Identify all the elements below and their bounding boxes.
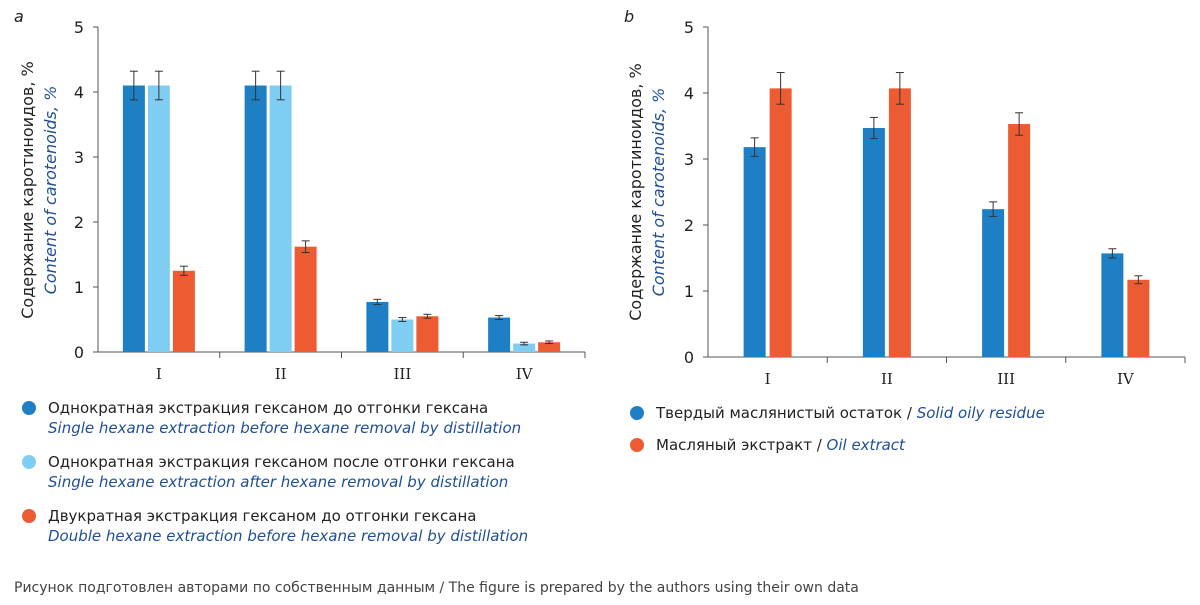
bar bbox=[416, 316, 439, 352]
y-tick-label: 5 bbox=[74, 18, 84, 37]
bar bbox=[1101, 253, 1124, 357]
legend-item-b-1: Масляный экстракт / Oil extract bbox=[630, 435, 1190, 455]
legend-marker bbox=[22, 401, 36, 415]
x-tick-label: III bbox=[393, 365, 411, 383]
bar bbox=[1127, 279, 1150, 357]
x-tick-label: I bbox=[156, 365, 162, 383]
y-tick-label: 4 bbox=[74, 83, 84, 102]
legend-label-en: Double hexane extraction before hexane r… bbox=[48, 527, 529, 545]
legend-marker bbox=[630, 406, 644, 420]
bar bbox=[294, 246, 317, 352]
legend-label-ru: Твердый маслянистый остаток bbox=[656, 404, 903, 422]
y-tick-label: 3 bbox=[74, 148, 84, 167]
bar bbox=[538, 342, 561, 352]
y-tick-label: 0 bbox=[684, 348, 694, 367]
legend-label-en: Single hexane extraction after hexane re… bbox=[48, 473, 509, 491]
bar bbox=[888, 88, 911, 357]
bar bbox=[862, 127, 885, 357]
legend-label-en: Oil extract bbox=[826, 436, 905, 454]
x-tick-label: II bbox=[275, 365, 287, 383]
chart-panel-a: a Содержание каротиноидов, % Content of … bbox=[14, 7, 586, 383]
bar bbox=[488, 317, 511, 352]
bar bbox=[391, 319, 414, 352]
legend-label-ru: Двукратная экстракция гексаном до отгонк… bbox=[48, 507, 477, 525]
bar bbox=[1008, 124, 1031, 358]
x-tick-label: IV bbox=[1117, 370, 1135, 388]
y-tick-label: 2 bbox=[684, 216, 694, 235]
legend-item-a-1: Однократная экстракция гексаном после от… bbox=[22, 452, 602, 492]
x-tick-label: II bbox=[881, 370, 893, 388]
legend-marker bbox=[630, 438, 644, 452]
bar bbox=[269, 85, 292, 352]
y-tick-label: 3 bbox=[684, 150, 694, 169]
bar bbox=[769, 88, 792, 357]
bar bbox=[513, 343, 536, 352]
legend-label-ru: Однократная экстракция гексаном до отгон… bbox=[48, 399, 489, 417]
bar bbox=[366, 301, 389, 352]
y-axis-label-ru-a: Содержание каротиноидов, % bbox=[18, 61, 37, 318]
legend-a: Однократная экстракция гексаном до отгон… bbox=[22, 398, 602, 560]
panel-letter-a: a bbox=[14, 7, 24, 26]
panel-letter-b: b bbox=[624, 7, 634, 26]
y-tick-label: 4 bbox=[684, 84, 694, 103]
legend-label-ru: Масляный экстракт bbox=[656, 436, 812, 454]
chart-panel-b: b Содержание каротиноидов, % Content of … bbox=[624, 7, 1186, 388]
y-tick-label: 1 bbox=[74, 278, 84, 297]
legend-marker bbox=[22, 509, 36, 523]
legend-label-en: Single hexane extraction before hexane r… bbox=[48, 419, 522, 437]
bar bbox=[172, 270, 195, 352]
y-tick-label: 5 bbox=[684, 18, 694, 37]
x-tick-label: I bbox=[765, 370, 771, 388]
y-axis-label-ru-b: Содержание каротиноидов, % bbox=[626, 63, 645, 320]
y-tick-label: 2 bbox=[74, 213, 84, 232]
legend-item-b-0: Твердый маслянистый остаток / Solid oily… bbox=[630, 403, 1190, 423]
legend-item-a-0: Однократная экстракция гексаном до отгон… bbox=[22, 398, 602, 438]
x-tick-label: III bbox=[997, 370, 1015, 388]
legend-marker bbox=[22, 455, 36, 469]
y-axis-label-en-a: Content of carotenoids, % bbox=[41, 86, 60, 295]
bar bbox=[743, 147, 766, 357]
legend-label-en: Solid oily residue bbox=[916, 404, 1045, 422]
bar bbox=[244, 85, 267, 352]
y-axis-label-en-b: Content of carotenoids, % bbox=[649, 88, 668, 297]
bar bbox=[147, 85, 170, 352]
bar bbox=[122, 85, 145, 352]
y-tick-label: 1 bbox=[684, 282, 694, 301]
x-tick-label: IV bbox=[516, 365, 534, 383]
legend-b: Твердый маслянистый остаток / Solid oily… bbox=[630, 403, 1190, 467]
legend-label-ru: Однократная экстракция гексаном после от… bbox=[48, 453, 515, 471]
legend-item-a-2: Двукратная экстракция гексаном до отгонк… bbox=[22, 506, 602, 546]
bar bbox=[982, 209, 1005, 357]
y-tick-label: 0 bbox=[74, 343, 84, 362]
figure-footer: Рисунок подготовлен авторами по собствен… bbox=[14, 580, 859, 596]
